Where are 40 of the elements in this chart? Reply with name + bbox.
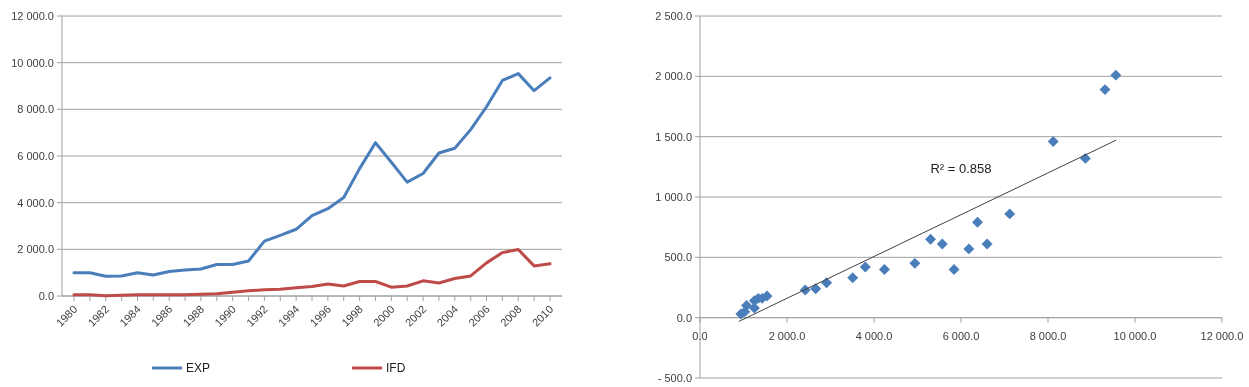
point	[972, 216, 984, 228]
y-tick-label: - 500.0	[657, 371, 692, 384]
y-tick-label: 1 000.0	[655, 190, 692, 203]
point	[847, 272, 859, 284]
point	[963, 243, 975, 255]
x-tick-label: 10 000.0	[1113, 329, 1157, 342]
point	[878, 263, 890, 275]
x-tick-label: 2 000.0	[768, 329, 806, 342]
point	[925, 233, 937, 245]
legend-label: EXP	[186, 361, 211, 376]
y-tick-label: 1 500.0	[655, 130, 692, 143]
annotation: R² = 0.858	[930, 160, 992, 176]
y-tick-label: 2 000.0	[655, 70, 692, 83]
y-tick-label: 10 000.0	[11, 56, 54, 69]
x-tick-label: 8 000.0	[1029, 329, 1067, 342]
point	[1099, 84, 1111, 96]
point	[810, 283, 822, 295]
point	[859, 261, 871, 273]
point	[1110, 69, 1122, 81]
y-tick-label: 12 000.0	[11, 9, 54, 22]
point	[909, 257, 921, 269]
line-series	[72, 72, 552, 278]
y-tick-label: 2 000.0	[17, 243, 54, 256]
point	[936, 238, 948, 250]
x-tick-label: 6 000.0	[942, 329, 980, 342]
legend-label: IFD	[386, 361, 406, 376]
x-tick-label: 12 000.0	[1200, 329, 1244, 342]
point	[948, 263, 960, 275]
y-tick-label: 6 000.0	[17, 149, 54, 162]
x-tick-label: 0.0	[692, 329, 708, 342]
point	[1004, 208, 1016, 220]
point	[981, 238, 993, 250]
y-tick-label: 2 500.0	[655, 9, 692, 22]
point	[1047, 136, 1059, 147]
y-tick-label: 4 000.0	[17, 196, 54, 209]
y-tick-label: 0.0	[38, 289, 54, 302]
y-tick-label: 500.0	[664, 251, 692, 264]
line-series	[72, 248, 552, 298]
y-tick-label: 8 000.0	[17, 103, 54, 116]
x-tick-label: 4 000.0	[855, 329, 893, 342]
